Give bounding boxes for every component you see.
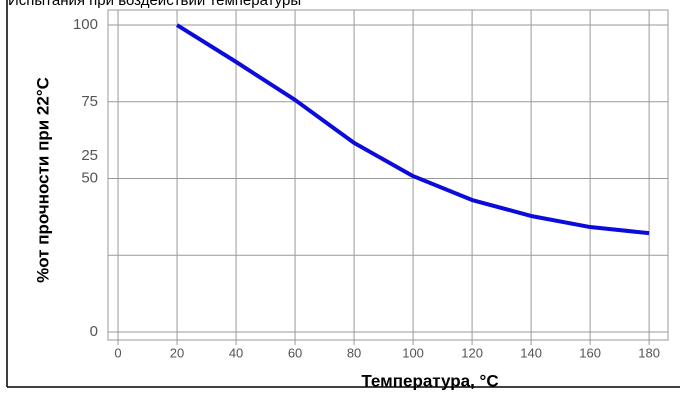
y-tick-label: 25 <box>81 147 98 164</box>
x-axis-label: Температура, °C <box>361 371 498 390</box>
x-tick-label: 160 <box>579 345 601 360</box>
data-line <box>175 23 650 236</box>
plot-frame <box>107 9 669 341</box>
x-tick-label: 0 <box>114 345 121 360</box>
x-tick-label: 20 <box>170 345 184 360</box>
x-tick-label: 80 <box>347 345 361 360</box>
x-tick-label: 120 <box>461 345 483 360</box>
y-tick-label: 100 <box>73 16 98 33</box>
y-tick-label: 75 <box>81 93 98 110</box>
x-tick-label: 100 <box>402 345 424 360</box>
y-axis-label: %от прочности при 22°C <box>33 77 52 283</box>
y-tick-label: 0 <box>90 323 98 340</box>
chart-title: Испытания при воздействии температуры <box>8 0 301 9</box>
x-tick-label: 180 <box>638 345 660 360</box>
x-tick-label: 40 <box>229 345 243 360</box>
x-tick-label: 60 <box>288 345 302 360</box>
y-tick-label: 50 <box>81 169 98 186</box>
x-tick-label: 140 <box>520 345 542 360</box>
